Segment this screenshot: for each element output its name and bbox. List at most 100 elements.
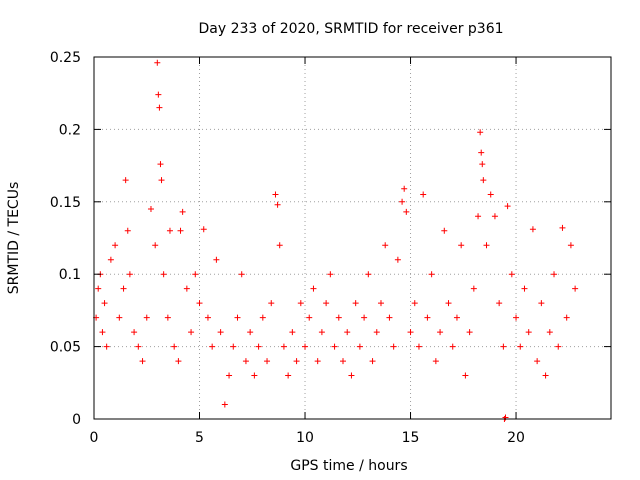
y-tick-label: 0.1: [59, 267, 81, 283]
data-point: [147, 206, 154, 213]
data-point: [340, 358, 347, 365]
data-point: [504, 203, 511, 210]
data-point: [449, 343, 456, 350]
data-point: [399, 198, 406, 205]
data-point: [164, 314, 171, 321]
data-point: [95, 285, 102, 292]
y-axis-label: SRMTID / TECUs: [6, 182, 22, 295]
data-point: [555, 343, 562, 350]
data-point: [259, 314, 266, 321]
data-point: [230, 343, 237, 350]
data-point: [502, 414, 509, 421]
data-point: [428, 271, 435, 278]
data-point: [475, 213, 482, 220]
data-point: [179, 208, 186, 215]
data-point: [415, 343, 422, 350]
data-point: [276, 242, 283, 249]
data-point: [101, 300, 108, 307]
data-point: [352, 300, 359, 307]
data-point: [213, 256, 220, 263]
data-point: [513, 314, 520, 321]
data-point: [280, 343, 287, 350]
data-point: [491, 213, 498, 220]
data-point: [525, 329, 532, 336]
data-point: [441, 227, 448, 234]
data-point: [200, 226, 207, 233]
data-point: [563, 314, 570, 321]
data-point: [534, 358, 541, 365]
data-point: [479, 161, 486, 168]
data-point: [466, 329, 473, 336]
data-point: [517, 343, 524, 350]
data-point: [247, 329, 254, 336]
data-point: [500, 343, 507, 350]
data-point: [209, 343, 216, 350]
data-point: [335, 314, 342, 321]
data-point: [445, 300, 452, 307]
data-point: [373, 329, 380, 336]
chart-title: Day 233 of 2020, SRMTID for receiver p36…: [198, 21, 503, 37]
data-point: [204, 314, 211, 321]
data-point: [382, 242, 389, 249]
data-point: [196, 300, 203, 307]
data-point: [103, 343, 110, 350]
data-point: [289, 329, 296, 336]
data-point: [477, 129, 484, 136]
data-point: [192, 271, 199, 278]
data-point: [152, 242, 159, 249]
data-point: [348, 372, 355, 379]
data-point: [255, 343, 262, 350]
data-point: [496, 300, 503, 307]
data-point: [411, 300, 418, 307]
data-point: [238, 271, 245, 278]
data-point: [420, 191, 427, 198]
y-axis-ticks: 0 0.05 0.1 0.15 0.2 0.25: [50, 50, 611, 428]
data-point: [156, 104, 163, 111]
data-point: [462, 372, 469, 379]
data-point: [268, 300, 275, 307]
data-point: [386, 314, 393, 321]
data-point: [403, 208, 410, 215]
x-tick-label: 20: [507, 430, 525, 446]
data-point: [538, 300, 545, 307]
data-point: [470, 285, 477, 292]
data-point: [234, 314, 241, 321]
data-point: [327, 271, 334, 278]
data-point: [157, 161, 164, 168]
data-point: [160, 271, 167, 278]
data-point: [285, 372, 292, 379]
data-point: [437, 329, 444, 336]
data-point: [217, 329, 224, 336]
data-point: [112, 242, 119, 249]
data-point: [323, 300, 330, 307]
data-point: [453, 314, 460, 321]
data-point: [432, 358, 439, 365]
grid-lines: [94, 57, 611, 419]
data-point: [221, 401, 228, 408]
y-tick-label: 0.05: [50, 340, 81, 356]
plot-border: [93, 56, 612, 420]
x-tick-label: 10: [296, 430, 314, 446]
y-tick-label: 0.25: [50, 50, 81, 66]
data-point: [302, 343, 309, 350]
data-point: [154, 59, 161, 66]
data-point: [487, 191, 494, 198]
x-axis-label: GPS time / hours: [290, 458, 407, 474]
data-point: [318, 329, 325, 336]
data-point: [135, 343, 142, 350]
data-point: [331, 343, 338, 350]
data-point: [572, 285, 579, 292]
data-point: [293, 358, 300, 365]
data-point: [551, 271, 558, 278]
data-point: [158, 177, 165, 184]
data-point: [529, 226, 536, 233]
data-point: [139, 358, 146, 365]
data-point: [131, 329, 138, 336]
data-point: [546, 329, 553, 336]
data-point: [116, 314, 123, 321]
data-point: [377, 300, 384, 307]
data-point: [122, 177, 129, 184]
data-point: [272, 191, 279, 198]
x-tick-label: 5: [195, 430, 204, 446]
